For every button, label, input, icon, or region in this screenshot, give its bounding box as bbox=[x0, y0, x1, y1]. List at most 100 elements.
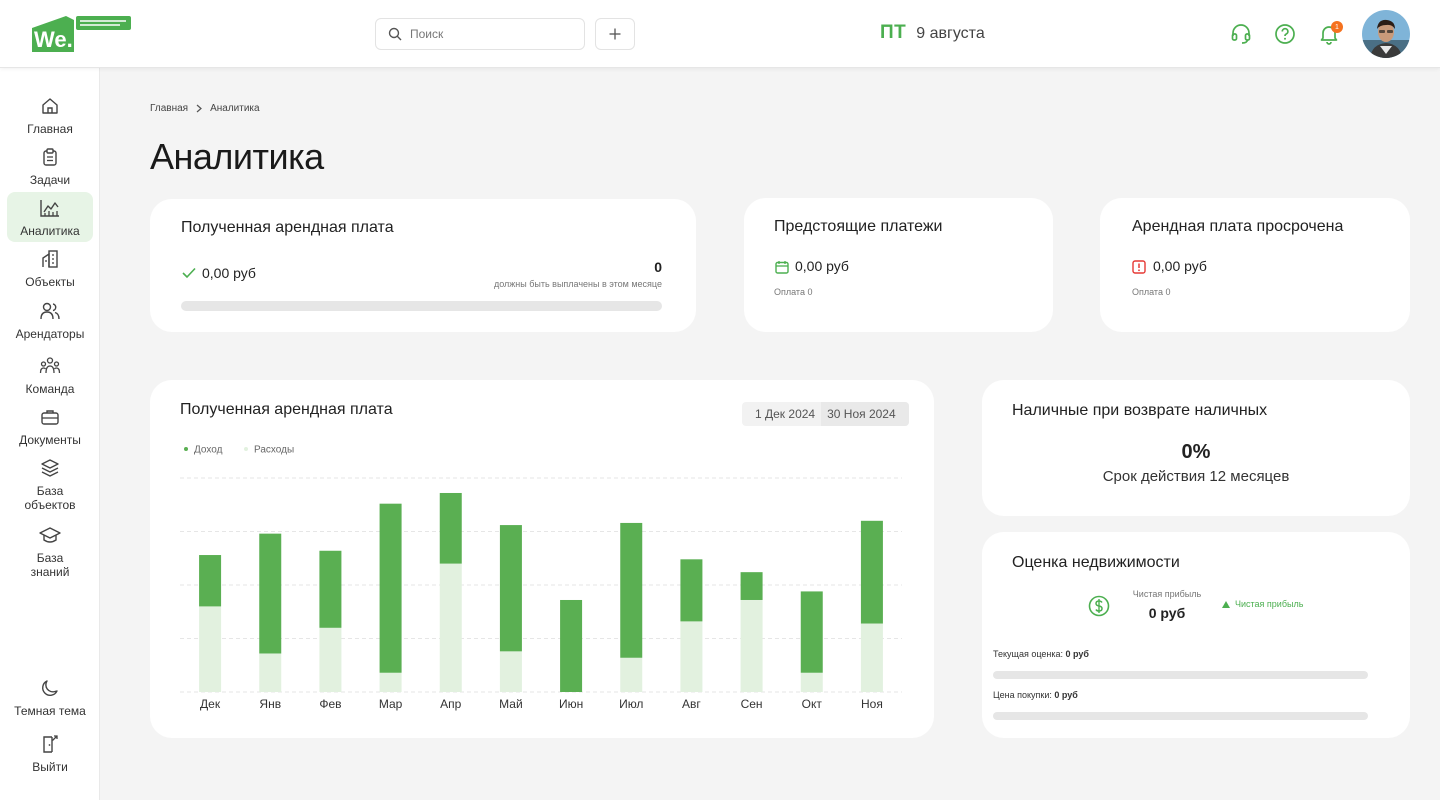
x-tick-label: Фев bbox=[319, 697, 341, 711]
legend-label[interactable]: Доход bbox=[194, 445, 223, 456]
bar-expenses[interactable] bbox=[439, 563, 462, 692]
bar-income[interactable] bbox=[319, 550, 342, 628]
upcoming-note: Оплата 0 bbox=[774, 287, 813, 297]
bar-income[interactable] bbox=[560, 599, 583, 692]
date-to[interactable]: 30 Ноя 2024 bbox=[821, 402, 909, 426]
support-button[interactable] bbox=[1229, 22, 1253, 46]
x-tick-label: Июн bbox=[559, 697, 583, 711]
bar-income[interactable] bbox=[800, 591, 823, 673]
sidebar-item-label: База объектов bbox=[24, 484, 76, 512]
logo[interactable]: We. bbox=[30, 14, 132, 54]
breadcrumb: Главная Аналитика bbox=[150, 103, 260, 114]
bar-income[interactable] bbox=[620, 522, 643, 658]
sidebar-item-home[interactable]: Главная bbox=[7, 94, 93, 136]
headset-icon bbox=[1231, 24, 1251, 44]
sidebar-item-logout[interactable]: Выйти bbox=[7, 732, 93, 774]
sidebar: Главная Задачи Аналитика Объекты Арендат… bbox=[0, 68, 100, 800]
rent-received-amount: 0,00 руб bbox=[202, 265, 256, 281]
current-valuation-label: Текущая оценка: bbox=[993, 649, 1063, 659]
bar-income[interactable] bbox=[680, 559, 703, 622]
legend-label[interactable]: Расходы bbox=[254, 445, 294, 456]
bar-chart: Доход Расходы Дек Янв Фев Мар Апр Май Июн Июл Авг С… bbox=[180, 445, 902, 711]
date-range-picker[interactable]: 1 Дек 2024 30 Ноя 2024 bbox=[742, 402, 909, 426]
sidebar-item-analytics[interactable]: Аналитика bbox=[7, 192, 93, 242]
bar-income[interactable] bbox=[379, 503, 402, 673]
card-title: Арендная плата просрочена bbox=[1132, 218, 1344, 235]
team-icon bbox=[39, 357, 61, 374]
help-icon bbox=[1275, 24, 1295, 44]
x-tick-label: Дек bbox=[200, 697, 221, 711]
home-icon bbox=[42, 98, 58, 114]
cash-return-subtitle: Срок действия 12 месяцев bbox=[1102, 468, 1290, 485]
cash-return-value: 0% bbox=[1181, 441, 1211, 463]
date-text: 9 августа bbox=[916, 25, 985, 42]
sidebar-item-label: Арендаторы bbox=[15, 327, 85, 341]
legend-marker bbox=[184, 447, 188, 451]
search-input[interactable] bbox=[410, 27, 570, 41]
due-value: 0 bbox=[654, 259, 662, 275]
overdue-amount: 0,00 руб bbox=[1153, 258, 1207, 274]
purchase-price: Цена покупки: 0 руб bbox=[993, 690, 1078, 700]
bar-expenses[interactable] bbox=[800, 672, 823, 692]
sidebar-item-tasks[interactable]: Задачи bbox=[7, 145, 93, 187]
sidebar-item-label: Задачи bbox=[29, 173, 71, 187]
bar-income[interactable] bbox=[259, 533, 282, 654]
sidebar-item-label: Команда bbox=[25, 382, 75, 396]
bar-income[interactable] bbox=[740, 572, 763, 600]
bar-expenses[interactable] bbox=[499, 651, 522, 692]
card-title: Наличные при возврате наличных bbox=[1012, 402, 1268, 419]
logout-icon bbox=[43, 735, 58, 753]
breadcrumb-home[interactable]: Главная bbox=[150, 103, 189, 114]
bar-income[interactable] bbox=[860, 520, 883, 624]
bar-expenses[interactable] bbox=[259, 653, 282, 692]
avatar[interactable] bbox=[1362, 10, 1410, 58]
valuation-card: Оценка недвижимости Чистая прибыль 0 руб… bbox=[982, 532, 1410, 738]
x-tick-label: Сен bbox=[741, 697, 763, 711]
help-button[interactable] bbox=[1273, 22, 1297, 46]
bar-expenses[interactable] bbox=[860, 623, 883, 692]
page-title: Аналитика bbox=[150, 136, 324, 177]
bar-expenses[interactable] bbox=[319, 627, 342, 692]
card-title: Оценка недвижимости bbox=[1012, 554, 1180, 571]
sidebar-item-objects[interactable]: Объекты bbox=[7, 247, 93, 289]
sidebar-item-label: Темная тема bbox=[14, 704, 86, 718]
bar-expenses[interactable] bbox=[740, 599, 763, 692]
graduation-cap-icon bbox=[39, 527, 61, 543]
sidebar-item-team[interactable]: Команда bbox=[7, 354, 93, 396]
sidebar-item-documents[interactable]: Документы bbox=[7, 405, 93, 447]
moon-icon bbox=[42, 680, 58, 696]
search-icon bbox=[388, 27, 402, 41]
bar-income[interactable] bbox=[199, 555, 222, 607]
bar-expenses[interactable] bbox=[620, 657, 643, 692]
bar-income[interactable] bbox=[499, 525, 522, 652]
upcoming-payments-card: Предстоящие платежи 0,00 руб Оплата 0 bbox=[744, 198, 1053, 332]
notifications-button[interactable]: 1 bbox=[1317, 21, 1343, 46]
bar-income[interactable] bbox=[439, 492, 462, 564]
sidebar-item-knowledge-base[interactable]: База знаний bbox=[7, 523, 93, 579]
x-tick-label: Окт bbox=[802, 697, 823, 711]
rent-progress-bar bbox=[181, 301, 662, 311]
card-title: Предстоящие платежи bbox=[774, 218, 943, 235]
sidebar-item-label: Документы bbox=[19, 433, 81, 447]
x-tick-label: Мар bbox=[379, 697, 403, 711]
net-profit-trend: Чистая прибыль bbox=[1235, 599, 1304, 609]
building-icon bbox=[42, 250, 58, 268]
sidebar-item-objects-base[interactable]: База объектов bbox=[7, 456, 93, 512]
briefcase-icon bbox=[41, 410, 59, 425]
chart-icon bbox=[40, 200, 59, 217]
sidebar-item-tenants[interactable]: Арендаторы bbox=[7, 299, 93, 343]
net-profit-label: Чистая прибыль bbox=[1132, 589, 1202, 599]
bar-expenses[interactable] bbox=[199, 606, 222, 692]
add-button[interactable] bbox=[595, 18, 635, 50]
svg-text:We.: We. bbox=[34, 27, 73, 52]
date-from[interactable]: 1 Дек 2024 bbox=[755, 407, 816, 421]
bar-expenses[interactable] bbox=[680, 621, 703, 692]
sidebar-item-label: Аналитика bbox=[20, 224, 80, 238]
overdue-note: Оплата 0 bbox=[1132, 287, 1171, 297]
cash-return-card: Наличные при возврате наличных 0% Срок д… bbox=[982, 380, 1410, 516]
sidebar-item-dark-theme[interactable]: Темная тема bbox=[7, 676, 93, 718]
search-box[interactable] bbox=[375, 18, 585, 50]
sidebar-item-label: База знаний bbox=[30, 551, 70, 579]
layers-icon bbox=[41, 459, 59, 477]
bar-expenses[interactable] bbox=[379, 672, 402, 692]
